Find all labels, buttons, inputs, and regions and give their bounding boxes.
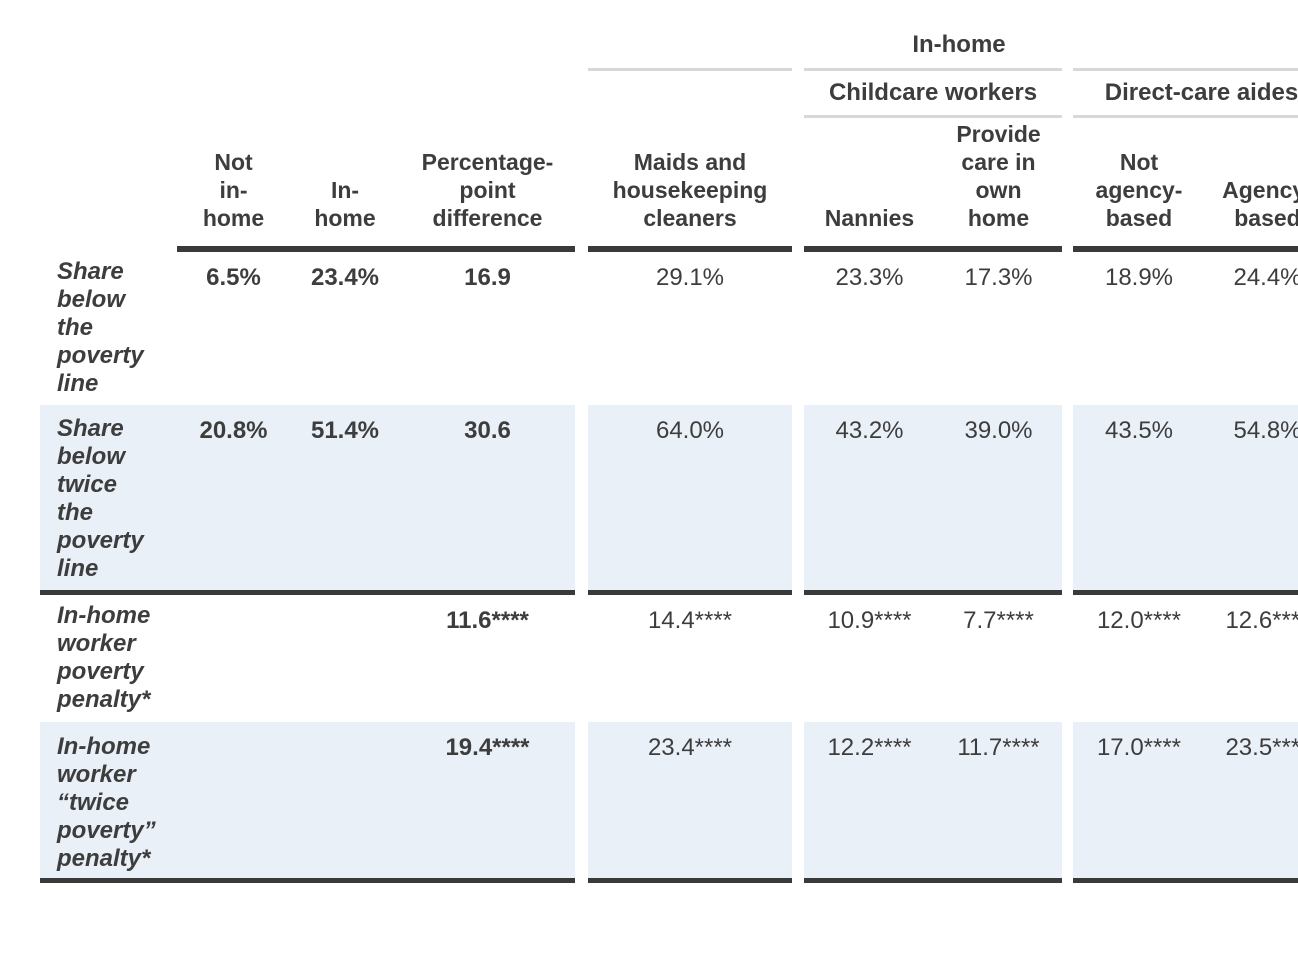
table-cell: 16.9 (464, 264, 511, 291)
table-cell: 17.0**** (1096, 734, 1182, 761)
header-rule-childcare-group (804, 246, 1062, 252)
mid-rule-childcare-group (804, 590, 1062, 595)
in-home-rule-childcare-segment (804, 68, 1062, 71)
row4-shade-left-group (40, 722, 575, 878)
table-cell: 6.5% (206, 264, 261, 291)
table-cell: 51.4% (310, 417, 380, 444)
in-home-rule-maids-segment (588, 68, 792, 71)
row4-shade-maids-group (588, 722, 792, 878)
table-cell: 64.0% (655, 417, 725, 444)
span-header-in-home: In-home (912, 31, 1006, 58)
row-label-in-home-worker-poverty-penalty: In-home worker poverty penalty* (57, 602, 151, 713)
mid-rule-left-group (40, 590, 575, 595)
column-header-maids-housekeeping-cleaners: Maids and housekeeping cleaners (612, 149, 768, 231)
directcare-group-rule (1073, 115, 1298, 118)
table-cell: 12.0**** (1096, 607, 1182, 634)
table-cell: 12.2**** (827, 734, 912, 761)
table-cell: 23.5**** (1225, 734, 1298, 761)
row2-shade-left-group (40, 405, 575, 590)
table-cell: 12.6**** (1225, 607, 1298, 634)
table-cell: 24.4% (1233, 264, 1298, 291)
bottom-rule-directcare-group (1073, 878, 1298, 883)
group-header-direct-care-aides: Direct-care aides (1104, 79, 1298, 106)
column-header-provide-care-own-home: Provide care in own home (956, 121, 1041, 231)
table-cell: 11.6**** (446, 607, 529, 634)
table-cell: 20.8% (199, 417, 268, 444)
in-home-rule-directcare-segment (1073, 68, 1298, 71)
bottom-rule-left-group (40, 878, 575, 883)
table-cell: 54.8% (1233, 417, 1298, 444)
column-header-not-agency-based: Not agency- based (1095, 149, 1183, 231)
row-label-share-below-poverty-line: Share below the poverty line (57, 258, 144, 397)
mid-rule-maids-group (588, 590, 792, 595)
column-header-in-home: In- home (314, 177, 376, 231)
header-rule-left-group (177, 246, 575, 252)
childcare-group-rule (804, 115, 1062, 118)
mid-rule-directcare-group (1073, 590, 1298, 595)
table-cell: 23.4% (310, 264, 380, 291)
column-header-agency-based: Agency- based (1222, 177, 1298, 231)
column-header-percentage-point-difference: Percentage- point difference (421, 149, 554, 231)
table-cell: 23.4**** (647, 734, 733, 761)
table-cell: 23.3% (835, 264, 904, 291)
group-header-childcare-workers: Childcare workers (828, 79, 1038, 106)
table-cell: 14.4**** (647, 607, 733, 634)
table-cell: 43.2% (835, 417, 904, 444)
row4-shade-directcare-group (1073, 722, 1298, 878)
header-rule-directcare-group (1073, 246, 1298, 252)
column-header-nannies: Nannies (824, 205, 915, 231)
column-header-not-in-home: Not in- home (202, 149, 265, 231)
row-label-share-below-twice-poverty-line: Share below twice the poverty line (57, 415, 144, 582)
table-cell: 18.9% (1104, 264, 1174, 291)
table-cell: 39.0% (964, 417, 1033, 444)
table-cell: 29.1% (655, 264, 725, 291)
bottom-rule-maids-group (588, 878, 792, 883)
table-cell: 7.7**** (963, 607, 1034, 634)
table-cell: 17.3% (964, 264, 1033, 291)
row-label-in-home-worker-twice-poverty-penalty: In-home worker “twice poverty” penalty* (57, 733, 156, 872)
table-cell: 43.5% (1104, 417, 1174, 444)
table-cell: 19.4**** (445, 734, 530, 761)
row2-shade-maids-group (588, 405, 792, 590)
row4-shade-childcare-group (804, 722, 1062, 878)
row2-shade-childcare-group (804, 405, 1062, 590)
bottom-rule-childcare-group (804, 878, 1062, 883)
table-cell: 10.9**** (827, 607, 912, 634)
row2-shade-directcare-group (1073, 405, 1298, 590)
header-rule-maids-group (588, 246, 792, 252)
table-cell: 30.6 (464, 417, 511, 444)
table-cell: 11.7**** (957, 734, 1040, 761)
